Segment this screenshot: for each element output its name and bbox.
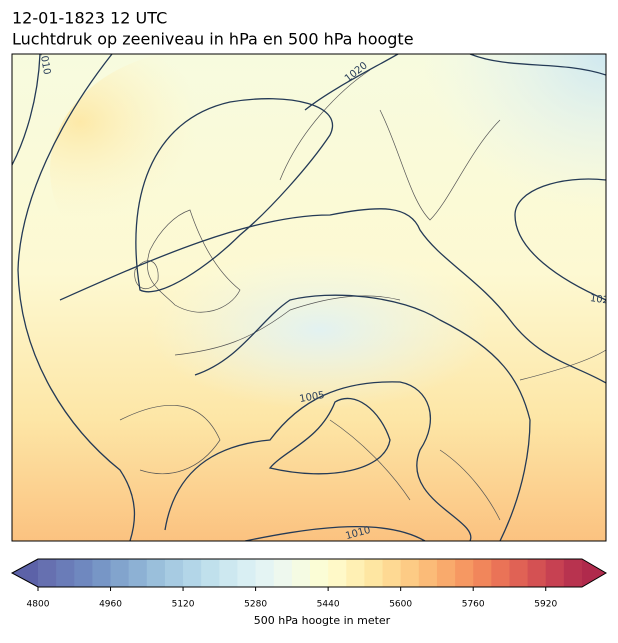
contour-label: 1020 [589,293,616,307]
colorbar-segment [128,559,148,587]
colorbar-segment [382,559,402,587]
colorbar-tick-label: 5920 [534,600,557,610]
colorbar-tick-label: 4800 [27,600,50,610]
colorbar-segment [418,559,438,587]
colorbar-segment [38,559,57,587]
colorbar-segment [92,559,111,587]
colorbar-under [12,559,38,587]
colorbar-segment [164,559,184,587]
colorbar-segment [491,559,510,587]
colorbar-segment [563,559,583,587]
colorbar-segment [237,559,256,587]
colorbar-tick-label: 5120 [172,600,195,610]
colorbar-segment [291,559,311,587]
colorbar-tick-label: 5280 [244,600,267,610]
colorbar-segment [436,559,456,587]
colorbar: 4800 4960 5120 5280 5440 5600 5760 5920 [10,558,607,610]
colorbar-outline [10,558,607,588]
colorbar-over [582,559,606,587]
colorbar-segment [255,559,275,587]
colorbar-segment [509,559,528,587]
colorbar-tick-label: 5440 [317,600,340,610]
contour-label: 1010 [37,49,52,76]
colorbar-segment [110,559,130,587]
colorbar-segment [219,559,238,587]
colorbar-segment [310,559,329,587]
colorbar-segment [473,559,492,587]
colorbar-segment [56,559,75,587]
title-line: Luchtdruk op zeeniveau in hPa en 500 hPa… [12,30,414,49]
contour-label: 1010 [344,525,371,542]
contour-label: 1005 [299,390,326,405]
colorbar-segment [346,559,365,587]
colorbar-tick-label: 4960 [99,600,122,610]
colorbar-label: 500 hPa hoogte in meter [254,614,391,627]
colorbar-segment [527,559,547,587]
map: 1010 1020 1005 1010 1020 [12,49,616,542]
colorbar-tick-label: 5760 [462,600,485,610]
map-frame [11,53,607,542]
colorbar-segment [146,559,166,587]
colorbar-segment [400,559,420,587]
colorbar-segment [364,559,383,587]
colorbar-segment [273,559,293,587]
colorbar-segment [74,559,93,587]
colorbar-segment [328,559,347,587]
colorbar-segment [183,559,202,587]
colorbar-segment [201,559,220,587]
title-line: 12-01-1823 12 UTC [12,9,167,28]
colorbar-segment [455,559,474,587]
colorbar-tick-label: 5600 [389,600,412,610]
colorbar-segment [545,559,565,587]
